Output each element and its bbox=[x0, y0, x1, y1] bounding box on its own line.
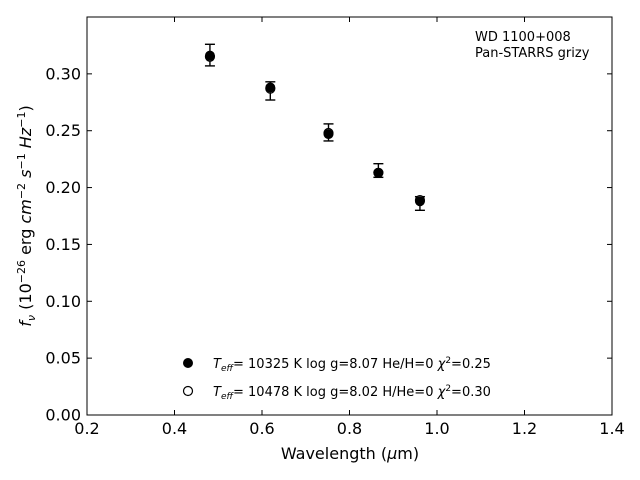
y-axis-label: fν (10−26 erg cm−2 s−1 Hz−1) bbox=[15, 105, 38, 326]
filled-circle-point bbox=[265, 82, 276, 93]
filled-circle-point bbox=[323, 129, 334, 140]
x-tick-label: 0.8 bbox=[337, 419, 362, 438]
error-bars bbox=[204, 43, 425, 212]
annotation: WD 1100+008 Pan-STARRS grizy bbox=[475, 30, 590, 61]
y-tick-label: 0.00 bbox=[45, 406, 81, 425]
filled-circle-point bbox=[373, 167, 384, 178]
y-tick-label: 0.15 bbox=[45, 235, 81, 254]
plot-frame bbox=[86, 16, 613, 416]
survey-name: Pan-STARRS grizy bbox=[475, 46, 590, 61]
filled-circle-point bbox=[204, 50, 215, 61]
legend-marker-filled bbox=[183, 358, 193, 368]
x-tick-label: 0.4 bbox=[162, 419, 187, 438]
legend-marker-open bbox=[182, 385, 194, 397]
y-axis: 0.00 0.05 0.10 0.15 0.20 0.25 0.30 bbox=[45, 64, 612, 425]
x-tick-label: 1.4 bbox=[599, 419, 624, 438]
y-tick-label: 0.20 bbox=[45, 178, 81, 197]
y-tick-label: 0.25 bbox=[45, 121, 81, 140]
y-tick-label: 0.30 bbox=[45, 64, 81, 83]
legend-entry-1: Teff= 10325 K log g=8.07 He/H=0 χ2=0.25 bbox=[213, 356, 491, 374]
y-tick-label: 0.05 bbox=[45, 349, 81, 368]
open-circle-series bbox=[204, 51, 426, 206]
x-axis: 0.2 0.4 0.6 0.8 1.0 1.2 1.4 bbox=[74, 17, 625, 438]
x-tick-label: 1.0 bbox=[424, 419, 449, 438]
filled-circle-point bbox=[414, 196, 425, 207]
filled-circle-series bbox=[204, 50, 425, 207]
x-axis-label: Wavelength (μm) bbox=[281, 444, 419, 463]
x-tick-label: 1.2 bbox=[512, 419, 537, 438]
object-name: WD 1100+008 bbox=[475, 30, 571, 45]
legend-entry-2: Teff= 10478 K log g=8.02 H/He=0 χ2=0.30 bbox=[213, 384, 491, 402]
x-tick-label: 0.6 bbox=[249, 419, 274, 438]
legend: Teff= 10325 K log g=8.07 He/H=0 χ2=0.25 … bbox=[182, 356, 491, 402]
y-tick-label: 0.10 bbox=[45, 292, 81, 311]
x-tick-label: 0.2 bbox=[74, 419, 99, 438]
